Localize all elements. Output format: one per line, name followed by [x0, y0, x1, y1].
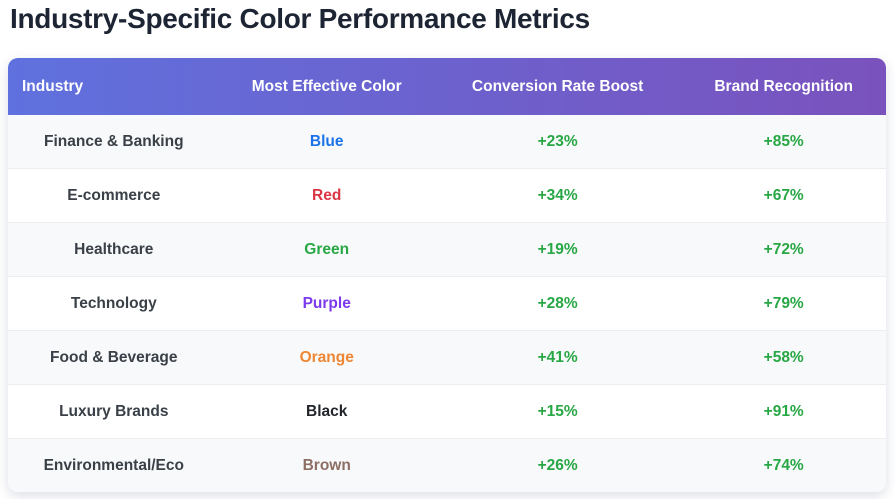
table-body: Finance & Banking Blue +23% +85% E-comme… [8, 115, 886, 492]
column-header-effective-color: Most Effective Color [251, 77, 402, 95]
industry-cell: E-commerce [67, 186, 161, 204]
conversion-rate-cell: +28% [537, 294, 578, 312]
effective-color-cell: Blue [309, 132, 344, 150]
table-row: Technology Purple +28% +79% [8, 276, 886, 330]
brand-recognition-cell: +72% [763, 240, 804, 258]
effective-color-cell: Red [312, 186, 342, 204]
brand-recognition-cell: +74% [763, 456, 804, 474]
column-header-conversion-boost: Conversion Rate Boost [471, 77, 644, 95]
brand-recognition-cell: +67% [763, 186, 804, 204]
industry-cell: Luxury Brands [59, 402, 169, 420]
table-row: Healthcare Green +19% +72% [8, 222, 886, 276]
metrics-table: Industry Most Effective Color Conversion… [8, 58, 886, 492]
brand-recognition-cell: +79% [763, 294, 804, 312]
effective-color-cell: Brown [302, 456, 351, 474]
industry-cell: Finance & Banking [44, 132, 184, 150]
conversion-rate-cell: +34% [537, 186, 578, 204]
brand-recognition-cell: +91% [763, 402, 804, 420]
column-header-brand-recognition: Brand Recognition [714, 77, 853, 95]
column-header-industry: Industry [22, 77, 84, 95]
industry-cell: Environmental/Eco [43, 456, 184, 474]
effective-color-cell: Orange [299, 348, 354, 366]
table-row: Food & Beverage Orange +41% +58% [8, 330, 886, 384]
industry-cell: Healthcare [74, 240, 154, 258]
conversion-rate-cell: +15% [537, 402, 578, 420]
table-row: Finance & Banking Blue +23% +85% [8, 115, 886, 168]
conversion-rate-cell: +26% [537, 456, 578, 474]
industry-cell: Food & Beverage [50, 348, 178, 366]
effective-color-cell: Black [306, 402, 348, 420]
brand-recognition-cell: +58% [763, 348, 804, 366]
effective-color-cell: Green [304, 240, 350, 258]
table-row: Luxury Brands Black +15% +91% [8, 384, 886, 438]
table-row: Environmental/Eco Brown +26% +74% [8, 438, 886, 492]
page-title: Industry-Specific Color Performance Metr… [10, 3, 590, 34]
table-row: E-commerce Red +34% +67% [8, 168, 886, 222]
effective-color-cell: Purple [302, 294, 351, 312]
conversion-rate-cell: +19% [537, 240, 578, 258]
brand-recognition-cell: +85% [763, 132, 804, 150]
industry-cell: Technology [70, 294, 157, 312]
table-header: Industry Most Effective Color Conversion… [8, 58, 886, 115]
conversion-rate-cell: +41% [537, 348, 578, 366]
conversion-rate-cell: +23% [537, 132, 578, 150]
